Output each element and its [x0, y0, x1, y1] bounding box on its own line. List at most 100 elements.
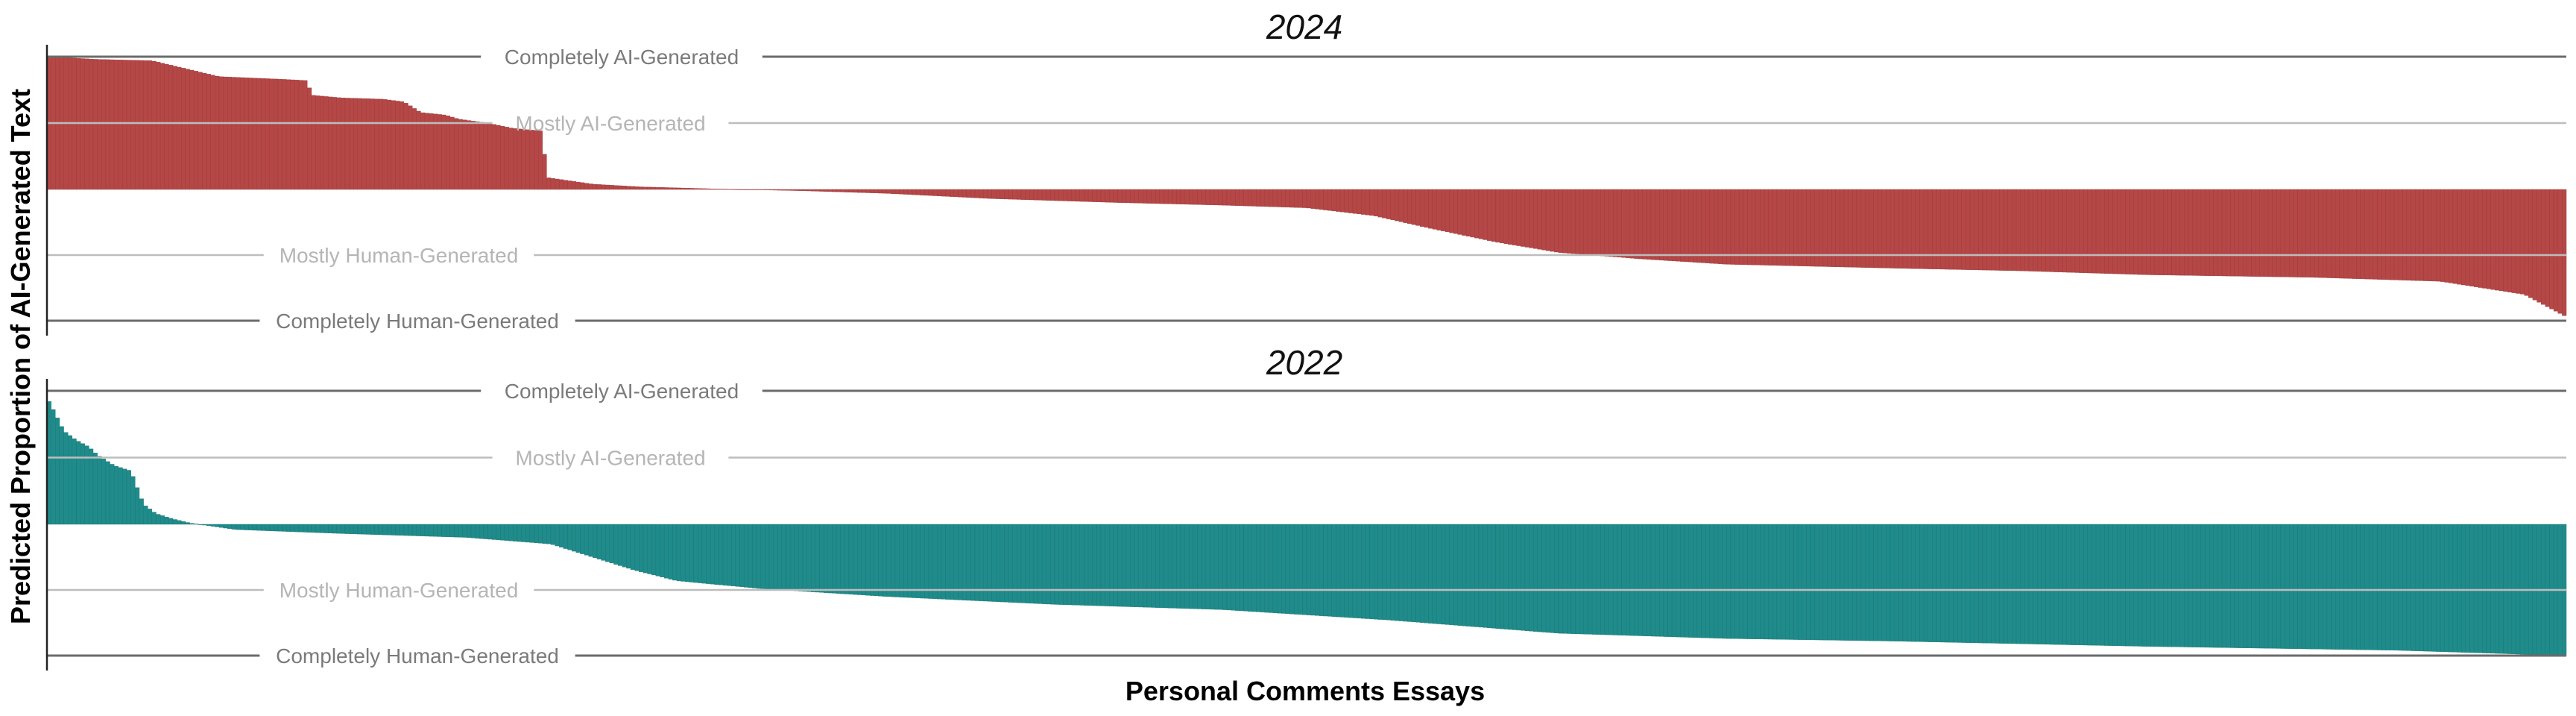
essay-bar — [521, 524, 526, 542]
essay-bar — [1650, 524, 1655, 637]
essay-bar — [1499, 524, 1504, 629]
essay-bar — [496, 524, 501, 541]
essay-bar — [1470, 189, 1475, 238]
essay-bar — [118, 467, 123, 525]
essay-bar — [1369, 189, 1374, 216]
essay-bar — [739, 189, 745, 190]
essay-bar — [2310, 189, 2315, 278]
essay-bar — [1953, 524, 1958, 643]
essay-bar — [256, 78, 262, 190]
essay-bar — [1419, 189, 1424, 227]
essay-bar — [2498, 524, 2504, 654]
essay-bar — [542, 154, 547, 190]
essay-bar — [2230, 189, 2235, 277]
essay-bar — [1310, 524, 1316, 616]
essay-bar — [1655, 189, 1660, 260]
essay-bar — [1050, 189, 1055, 201]
essay-bar — [1272, 189, 1278, 207]
essay-bar — [2045, 524, 2051, 645]
essay-bar — [1302, 524, 1307, 615]
essay-bar — [1760, 189, 1765, 266]
essay-bar — [2402, 524, 2408, 651]
essay-bar — [504, 524, 509, 541]
essay-bar — [2234, 189, 2239, 277]
essay-bar — [529, 524, 534, 543]
essay-bar — [1465, 189, 1471, 236]
essay-bar — [1293, 524, 1298, 615]
essay-bar — [2209, 524, 2214, 648]
essay-bar — [1339, 189, 1345, 213]
essay-bar — [2482, 189, 2487, 289]
essay-bar — [2364, 189, 2370, 280]
essay-bar — [2356, 189, 2361, 279]
essay-bar — [2024, 189, 2030, 271]
essay-bar — [1877, 524, 1882, 641]
bars-2024 — [46, 56, 2567, 316]
essay-bar — [1415, 189, 1421, 226]
essay-bar — [2217, 524, 2223, 648]
essay-bar — [878, 189, 883, 194]
essay-bar — [462, 119, 467, 190]
essay-bar — [2062, 524, 2067, 645]
essay-bar — [1617, 189, 1622, 258]
essay-bar — [1915, 524, 1920, 642]
essay-bar — [1126, 524, 1131, 607]
essay-bar — [1567, 524, 1572, 634]
essay-bar — [1395, 189, 1400, 222]
essay-bar — [1167, 524, 1172, 609]
essay-bar — [445, 116, 451, 190]
essay-bar — [215, 524, 220, 527]
essay-bar — [1298, 524, 1303, 615]
essay-bar — [2528, 189, 2534, 298]
essay-bar — [449, 116, 455, 190]
essay-bar — [1550, 189, 1555, 252]
essay-bar — [1251, 524, 1257, 612]
essay-bar — [1323, 189, 1328, 210]
essay-bar — [1755, 189, 1761, 266]
essay-bar — [2516, 189, 2521, 294]
essay-bar — [236, 77, 241, 190]
essay-bar — [647, 186, 652, 190]
essay-bar — [252, 524, 257, 531]
essay-bar — [1247, 524, 1252, 612]
essay-bar — [1604, 189, 1609, 257]
essay-bar — [1046, 524, 1051, 605]
essay-bar — [2457, 189, 2462, 285]
essay-bar — [2041, 524, 2046, 644]
essay-bar — [1025, 189, 1030, 200]
essay-bar — [1550, 524, 1555, 633]
essay-bar — [2150, 524, 2156, 647]
essay-bar — [319, 524, 325, 533]
essay-bar — [1222, 524, 1228, 610]
essay-bar — [937, 524, 942, 600]
essay-bar — [403, 103, 408, 190]
essay-bar — [555, 524, 560, 547]
essay-bar — [1109, 189, 1114, 203]
essay-bar — [2411, 189, 2416, 281]
essay-bar — [483, 524, 488, 539]
reference-label: Mostly Human-Generated — [280, 244, 519, 267]
essay-bar — [437, 524, 442, 537]
essay-bar — [1537, 189, 1542, 250]
essay-bar — [1138, 189, 1143, 204]
essay-bar — [55, 418, 60, 525]
essay-bar — [2347, 189, 2352, 279]
essay-bar — [403, 524, 408, 536]
essay-bar — [2436, 524, 2441, 652]
essay-bar — [1478, 189, 1483, 239]
essay-bar — [411, 108, 417, 190]
essay-bar — [1915, 189, 1920, 269]
essay-bar — [1722, 524, 1727, 639]
essay-bar — [1693, 189, 1698, 263]
essay-bar — [2095, 524, 2100, 646]
essay-bar — [1545, 189, 1550, 251]
essay-bar — [1386, 189, 1391, 219]
essay-bar — [529, 130, 534, 190]
essay-bar — [2092, 524, 2097, 646]
essay-bar — [806, 189, 812, 192]
essay-bar — [660, 187, 665, 190]
essay-bar — [2398, 524, 2403, 651]
essay-bar — [2167, 524, 2172, 647]
essay-bar — [853, 189, 858, 193]
essay-bar — [1315, 524, 1320, 616]
